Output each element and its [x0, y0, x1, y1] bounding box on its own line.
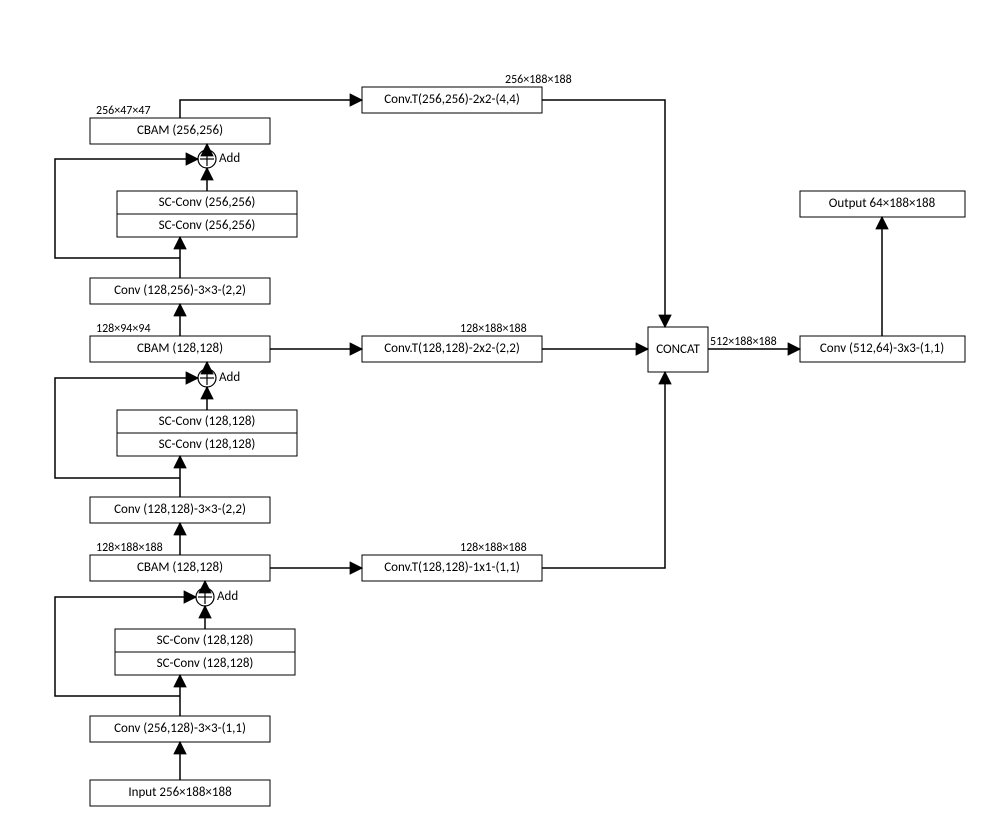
label-sc3b: SC-Conv (256,256): [159, 218, 256, 233]
label-convF: Conv (512,64)-3x3-(1,1): [820, 341, 944, 356]
label-add3: Add: [219, 151, 240, 166]
anno-ct3: 256×188×188: [505, 73, 572, 87]
label-conv3: Conv (128,256)-3×3-(2,2): [114, 283, 246, 298]
node-add2: [198, 369, 216, 387]
label-sc1a: SC-Conv (128,128): [157, 633, 254, 648]
anno-ct2: 128×188×188: [460, 322, 527, 336]
label-ct3: Conv.T(256,256)-2x2-(4,4): [384, 92, 520, 107]
label-output: Output 64×188×188: [829, 196, 936, 211]
label-add2: Add: [219, 370, 240, 385]
label-sc2b: SC-Conv (128,128): [159, 437, 256, 452]
edge-ct3-concat: [542, 100, 665, 327]
anno-cbam3: 256×47×47: [96, 104, 151, 118]
edge-cbam3-ct3: [180, 100, 362, 118]
label-cbam1: CBAM (128,128): [137, 560, 223, 575]
label-ct1: Conv.T(128,128)-1x1-(1,1): [384, 560, 520, 575]
node-add1: [196, 588, 214, 606]
network-diagram: Input 256×188×188 Conv (256,128)-3×3-(1,…: [0, 0, 1000, 821]
label-input: Input 256×188×188: [128, 785, 232, 800]
label-sc3a: SC-Conv (256,256): [159, 195, 256, 210]
anno-cbam2: 128×94×94: [96, 322, 151, 336]
label-conv2: Conv (128,128)-3×3-(2,2): [114, 502, 246, 517]
anno-concat: 512×188×188: [710, 335, 777, 349]
label-cbam3: CBAM (256,256): [137, 123, 223, 138]
anno-cbam1: 128×188×188: [96, 541, 163, 555]
anno-ct1: 128×188×188: [460, 541, 527, 555]
label-sc2a: SC-Conv (128,128): [159, 414, 256, 429]
label-add1: Add: [217, 589, 238, 604]
edge-ct1-concat: [542, 372, 665, 568]
label-conv1: Conv (256,128)-3×3-(1,1): [114, 721, 246, 736]
label-concat: CONCAT: [656, 342, 700, 357]
label-sc1b: SC-Conv (128,128): [157, 656, 254, 671]
label-ct2: Conv.T(128,128)-2x2-(2,2): [384, 341, 520, 356]
label-cbam2: CBAM (128,128): [137, 341, 223, 356]
node-add3: [198, 150, 216, 168]
